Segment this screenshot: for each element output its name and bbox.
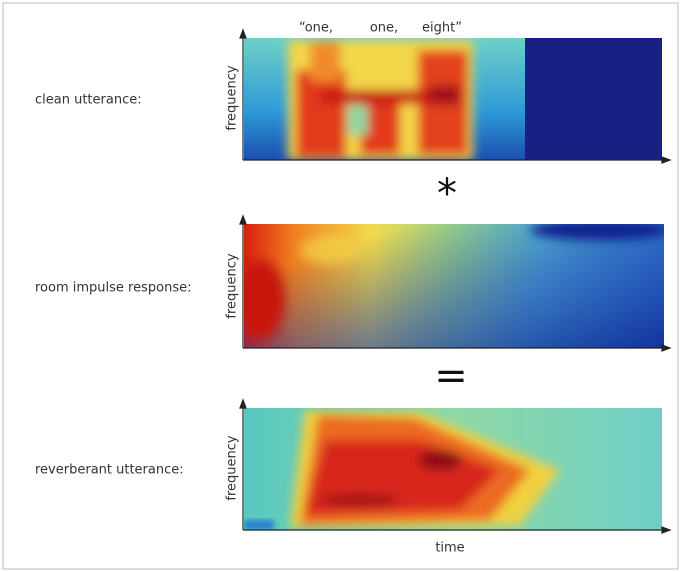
figure: clean utterance: room impulse response: …	[0, 0, 681, 572]
reverberant-spectrogram	[244, 408, 662, 530]
y-axis-label: frequency	[225, 253, 240, 319]
y-axis-label: frequency	[225, 435, 240, 501]
clean-spectrogram	[244, 38, 662, 160]
word-label: one,	[370, 21, 398, 36]
word-label: eight”	[422, 21, 462, 36]
panel-label: room impulse response:	[35, 281, 191, 296]
y-axis-label: frequency	[225, 65, 240, 131]
x-axis-label: time	[435, 541, 464, 556]
panel-label: clean utterance:	[35, 93, 142, 108]
operator: =	[434, 353, 468, 399]
panel-label: reverberant utterance:	[35, 463, 184, 478]
word-label: “one,	[299, 21, 333, 36]
operator: *	[437, 171, 457, 217]
rir-spectrogram	[236, 220, 670, 348]
